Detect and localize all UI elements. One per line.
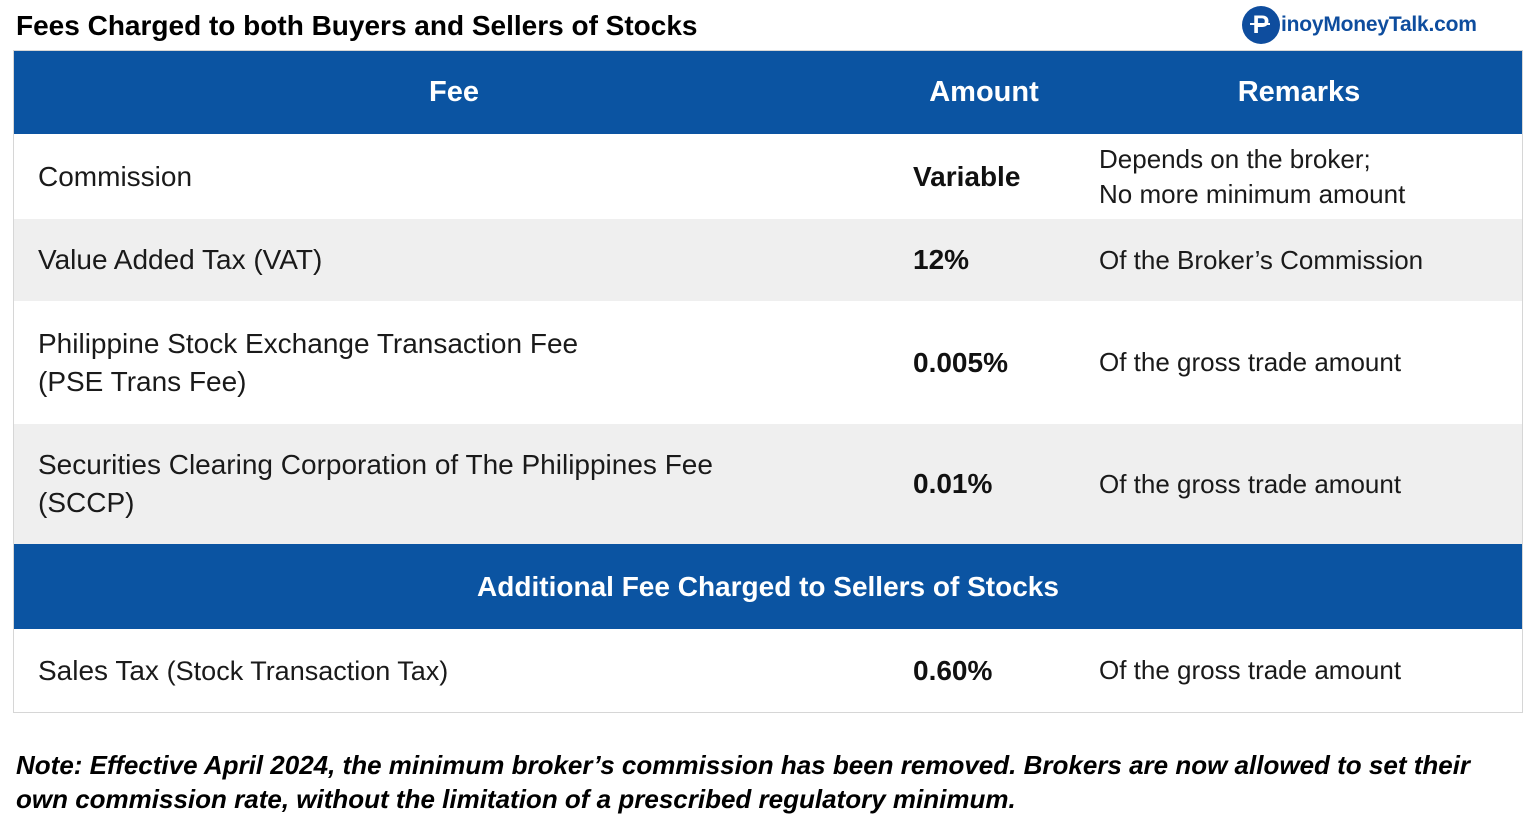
section-header-title: Additional Fee Charged to Sellers of Sto…: [477, 570, 1059, 602]
fee-cell: Value Added Tax (VAT): [38, 219, 898, 301]
brand-logo[interactable]: P inoyMoneyTalk.com: [1242, 5, 1477, 45]
amount-cell: Variable: [913, 134, 1093, 219]
fee-name: Securities Clearing Corporation of The P…: [38, 446, 713, 522]
brand-name: inoyMoneyTalk.com: [1281, 13, 1477, 36]
remarks-cell: Of the gross trade amount: [1099, 629, 1519, 712]
section-header-cell: Additional Fee Charged to Sellers of Sto…: [14, 544, 1522, 629]
fee-amount: Variable: [913, 160, 1021, 192]
footnote: Note: Effective April 2024, the minimum …: [16, 750, 1471, 814]
table-row-sales-tax: Sales Tax (Stock Transaction Tax) 0.60% …: [14, 629, 1522, 712]
table-row-commission: Commission Variable Depends on the broke…: [14, 134, 1522, 219]
column-header-remarks: Remarks: [1237, 76, 1361, 108]
fee-amount: 0.01%: [913, 468, 993, 499]
fee-cell: Philippine Stock Exchange Transaction Fe…: [38, 301, 898, 424]
fee-remarks: Of the gross trade amount: [1099, 347, 1402, 377]
amount-cell: 0.60%: [913, 629, 1093, 712]
fee-amount: 12%: [913, 244, 970, 275]
fee-name-line: Philippine Stock Exchange Transaction Fe…: [38, 327, 579, 359]
remarks-line: Depends on the broker;: [1099, 143, 1371, 174]
fee-name-line: Securities Clearing Corporation of The P…: [38, 449, 713, 480]
amount-cell: 0.01%: [913, 424, 1093, 544]
amount-cell: 12%: [913, 219, 1093, 301]
fee-cell: Sales Tax (Stock Transaction Tax): [38, 629, 898, 712]
remarks-cell: Of the Broker’s Commission: [1099, 219, 1519, 301]
fee-name-sub: (Stock Transaction Tax): [166, 655, 449, 686]
page-title: Fees Charged to both Buyers and Sellers …: [16, 10, 698, 41]
remarks-line: No more minimum amount: [1099, 178, 1406, 209]
fee-amount: 0.60%: [913, 654, 993, 686]
fee-remarks: Of the Broker’s Commission: [1099, 244, 1424, 275]
section-header-row: Additional Fee Charged to Sellers of Sto…: [14, 544, 1522, 629]
fees-table: Fee Amount Remarks Commission Variable D…: [13, 50, 1523, 713]
fee-name-line: (PSE Trans Fee): [38, 365, 247, 397]
peso-logo-icon: P: [1242, 6, 1280, 44]
fee-cell: Commission: [38, 134, 898, 219]
fee-name-line: (SCCP): [38, 487, 135, 518]
fee-cell: Securities Clearing Corporation of The P…: [38, 424, 898, 544]
amount-cell: 0.005%: [913, 301, 1093, 424]
fee-remarks: Depends on the broker; No more minimum a…: [1099, 142, 1405, 212]
fee-amount: 0.005%: [913, 346, 1008, 378]
column-header-amount: Amount: [929, 76, 1039, 108]
fee-name: Sales Tax (Stock Transaction Tax): [38, 652, 448, 690]
table-row-sccp: Securities Clearing Corporation of The P…: [14, 424, 1522, 544]
remarks-cell: Of the gross trade amount: [1099, 301, 1519, 424]
table-row-vat: Value Added Tax (VAT) 12% Of the Broker’…: [14, 219, 1522, 301]
remarks-cell: Of the gross trade amount: [1099, 424, 1519, 544]
table-row-pse-trans-fee: Philippine Stock Exchange Transaction Fe…: [14, 301, 1522, 424]
fee-name: Commission: [38, 160, 193, 192]
fee-remarks: Of the gross trade amount: [1099, 655, 1402, 685]
fee-name-main: Sales Tax: [38, 654, 159, 686]
column-header-fee: Fee: [429, 76, 479, 108]
table-header-row: Fee Amount Remarks: [14, 51, 1522, 134]
fee-name: Value Added Tax (VAT): [38, 244, 323, 275]
fee-remarks: Of the gross trade amount: [1099, 468, 1402, 499]
remarks-cell: Depends on the broker; No more minimum a…: [1099, 134, 1519, 219]
fee-name: Philippine Stock Exchange Transaction Fe…: [38, 325, 578, 401]
